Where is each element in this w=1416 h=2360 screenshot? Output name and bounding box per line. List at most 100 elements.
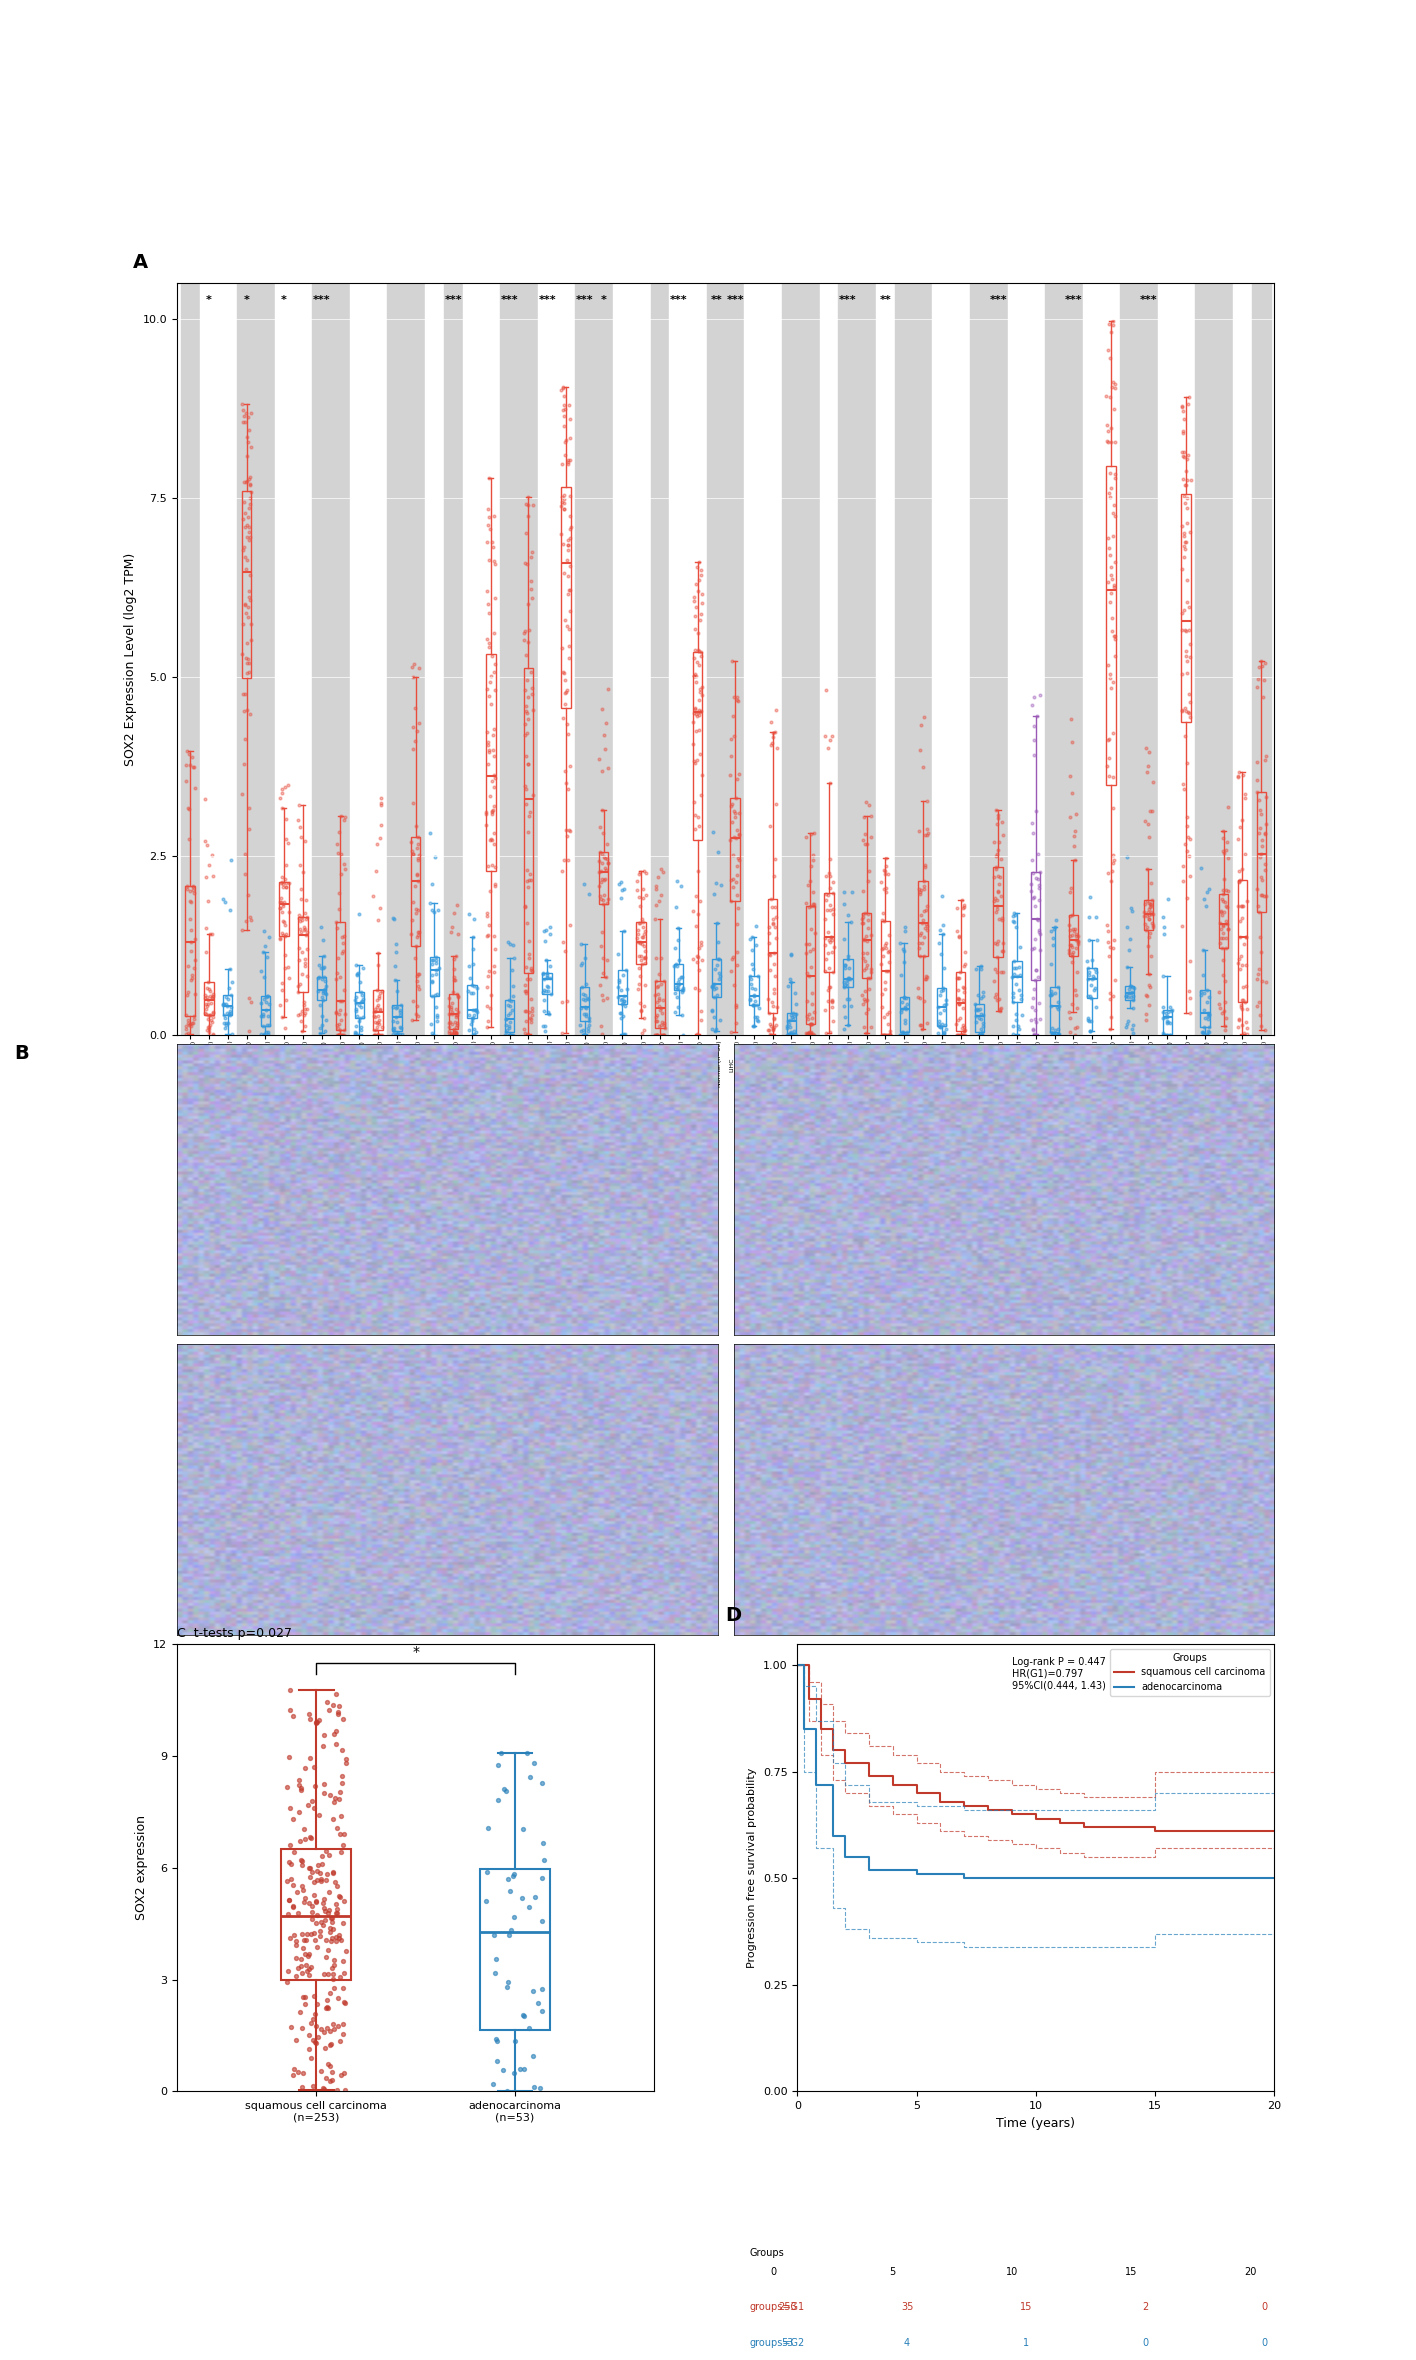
Point [1079,977,1102,1015]
Point [691,583,714,621]
Point [1021,840,1044,878]
Point [799,1012,821,1050]
Point [1158,1005,1181,1043]
Point [1153,916,1175,953]
Point [184,769,207,807]
Point [368,1017,391,1055]
Point [1178,994,1201,1031]
Point [481,795,504,833]
Point [307,2018,330,2056]
Point [1171,550,1194,588]
Point [520,949,542,986]
Point [702,812,725,850]
Point [915,784,937,821]
Point [726,935,749,972]
Point [1114,977,1137,1015]
Point [480,684,503,722]
Point [1041,1015,1063,1053]
squamous cell carcinoma [824,1737,841,1765]
Point [589,833,612,871]
Point [796,982,818,1020]
Point [784,1017,807,1055]
Point [800,911,823,949]
Point [671,970,694,1008]
Point [238,411,261,448]
Point [1141,906,1164,944]
Point [521,991,544,1029]
Point [1103,543,1126,581]
Point [252,979,275,1017]
Point [739,920,762,958]
Point [421,944,443,982]
Point [333,1954,355,1992]
Point [406,864,429,902]
Point [183,873,205,911]
Point [348,894,371,932]
Point [330,1921,353,1959]
Point [438,1012,460,1050]
Point [986,887,1008,925]
Point [571,968,593,1005]
Point [290,2067,313,2105]
Point [1177,838,1199,876]
Legend: squamous cell carcinoma, adenocarcinoma: squamous cell carcinoma, adenocarcinoma [1110,1650,1270,1697]
Point [947,918,970,956]
Point [794,1015,817,1053]
Point [520,675,542,713]
Point [1121,977,1144,1015]
Point [909,871,932,909]
Point [763,713,786,750]
Point [800,998,823,1036]
Point [268,779,290,817]
Point [1197,996,1219,1034]
Point [1078,953,1100,991]
Point [1117,975,1140,1012]
Point [462,930,484,968]
Point [419,814,442,852]
Point [368,819,391,857]
Point [748,989,770,1027]
Point [823,864,845,902]
Point [1041,975,1063,1012]
Point [239,394,262,432]
Point [316,1855,338,1893]
Point [912,918,935,956]
Point [739,958,762,996]
Point [646,996,668,1034]
Point [1160,989,1182,1027]
Point [425,951,447,989]
Point [1001,1008,1024,1045]
Point [1061,774,1083,812]
Point [279,1692,302,1730]
Point [1174,637,1197,675]
Point [988,866,1011,904]
Point [681,892,704,930]
Point [309,1796,331,1834]
Point [445,1015,467,1053]
Bar [707,283,745,1036]
Point [1024,1001,1046,1038]
Point [852,939,875,977]
Point [314,1893,337,1930]
Point [1231,1005,1253,1043]
Point [1211,927,1233,965]
Point [840,961,862,998]
Point [719,821,742,859]
Point [1102,977,1124,1015]
Point [592,939,615,977]
Point [1099,455,1121,493]
Point [688,930,711,968]
Point [477,727,500,765]
Point [1120,892,1143,930]
Point [477,916,500,953]
Point [782,1001,804,1038]
Point [273,949,296,986]
Bar [443,283,463,1036]
Point [991,925,1014,963]
Point [821,982,844,1020]
Point [278,958,300,996]
Point [1134,911,1157,949]
Point [595,850,617,887]
Point [688,713,711,750]
Point [871,1017,893,1055]
